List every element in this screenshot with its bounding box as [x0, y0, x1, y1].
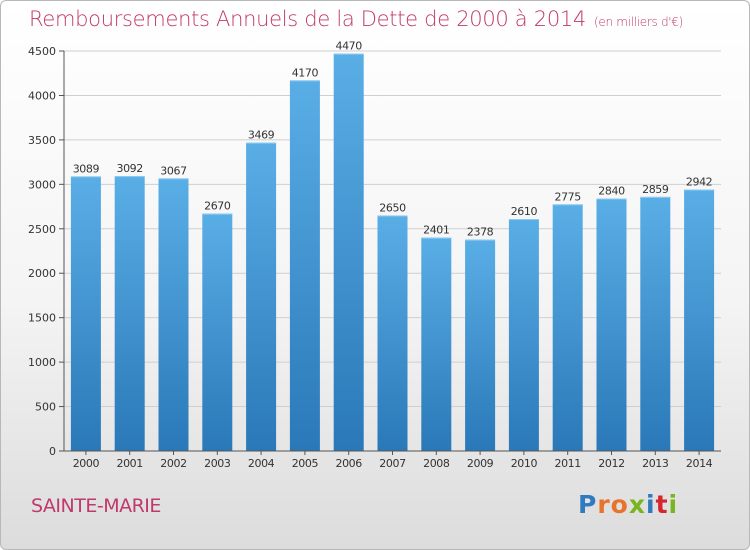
- bar: [684, 189, 715, 451]
- x-tick-label: 2008: [423, 457, 450, 470]
- x-tick-label: 2004: [248, 457, 275, 470]
- y-axis: 0 500 1000 1500 2000 2500 3000 3500 4000 4500: [28, 45, 65, 458]
- y-tick-label: 1000: [28, 356, 56, 369]
- data-label: 2610: [511, 205, 538, 218]
- y-tick-label: 1500: [28, 312, 56, 325]
- bar: [552, 204, 583, 451]
- x-tick-label: 2014: [686, 457, 713, 470]
- x-tick-label: 2003: [204, 457, 231, 470]
- data-label: 4170: [292, 66, 319, 79]
- data-label: 2670: [204, 200, 231, 213]
- x-tick-label: 2007: [379, 457, 406, 470]
- town-name: SAINTE-MARIE: [31, 495, 161, 517]
- bars: [70, 53, 715, 452]
- logo-letter: r: [597, 490, 611, 519]
- bar: [333, 53, 364, 452]
- data-label: 2650: [379, 201, 406, 214]
- proxiti-logo[interactable]: Proxiti: [578, 490, 678, 519]
- y-tick-label: 4500: [28, 45, 56, 58]
- logo-letter: t: [655, 490, 669, 519]
- x-tick-label: 2009: [467, 457, 494, 470]
- x-tick-label: 2010: [511, 457, 538, 470]
- data-label: 2401: [423, 224, 449, 237]
- y-tick-label: 2500: [28, 223, 56, 236]
- data-label: 3089: [73, 162, 100, 175]
- logo-letter: i: [668, 490, 679, 519]
- y-tick-label: 0: [49, 445, 56, 458]
- chart-title: Remboursements Annuels de la Dette de 20…: [29, 7, 683, 31]
- bar: [246, 142, 277, 451]
- logo-letter: o: [610, 490, 629, 519]
- logo-letter: i: [646, 490, 656, 519]
- data-label: 2859: [642, 183, 669, 196]
- y-tick-label: 2000: [28, 267, 56, 280]
- x-tick-label: 2013: [642, 457, 669, 470]
- data-labels: 3089 3092 3067 2670 3469 4170 4470 2650 2401 2378…: [73, 40, 713, 239]
- data-label: 3469: [248, 129, 275, 142]
- bar: [377, 215, 408, 451]
- x-tick-label: 2002: [160, 457, 186, 470]
- x-tick-label: 2005: [292, 457, 319, 470]
- bar: [421, 237, 452, 451]
- data-label: 3092: [116, 162, 142, 175]
- data-label: 2942: [686, 175, 712, 188]
- chart-subtitle: (en milliers d'€): [594, 15, 684, 29]
- x-tick-label: 2011: [554, 457, 580, 470]
- bar: [465, 239, 496, 451]
- y-tick-label: 500: [35, 401, 56, 414]
- data-label: 2840: [598, 185, 625, 198]
- y-tick-label: 3500: [28, 134, 56, 147]
- logo-letter: P: [578, 490, 598, 519]
- bar: [508, 219, 539, 451]
- bar: [640, 196, 671, 451]
- bar: [596, 198, 627, 451]
- bar: [70, 176, 101, 451]
- x-tick-label: 2006: [335, 457, 362, 470]
- x-tick-label: 2001: [116, 457, 142, 470]
- x-axis: 2000 2001 2002 2003 2004 2005 2006 2007 2008 2009…: [64, 450, 721, 470]
- bar: [202, 213, 233, 451]
- logo-letter: x: [628, 490, 646, 519]
- bar: [158, 178, 189, 451]
- chart-title-text: Remboursements Annuels de la Dette de 20…: [29, 7, 586, 31]
- data-label: 4470: [335, 40, 362, 53]
- data-label: 3067: [160, 164, 187, 177]
- data-label: 2775: [554, 190, 581, 203]
- bar: [114, 176, 145, 451]
- y-tick-label: 3000: [28, 178, 56, 191]
- x-tick-label: 2012: [598, 457, 624, 470]
- data-label: 2378: [467, 226, 494, 239]
- x-tick-label: 2000: [73, 457, 100, 470]
- bar: [289, 80, 320, 451]
- y-tick-label: 4000: [28, 89, 56, 102]
